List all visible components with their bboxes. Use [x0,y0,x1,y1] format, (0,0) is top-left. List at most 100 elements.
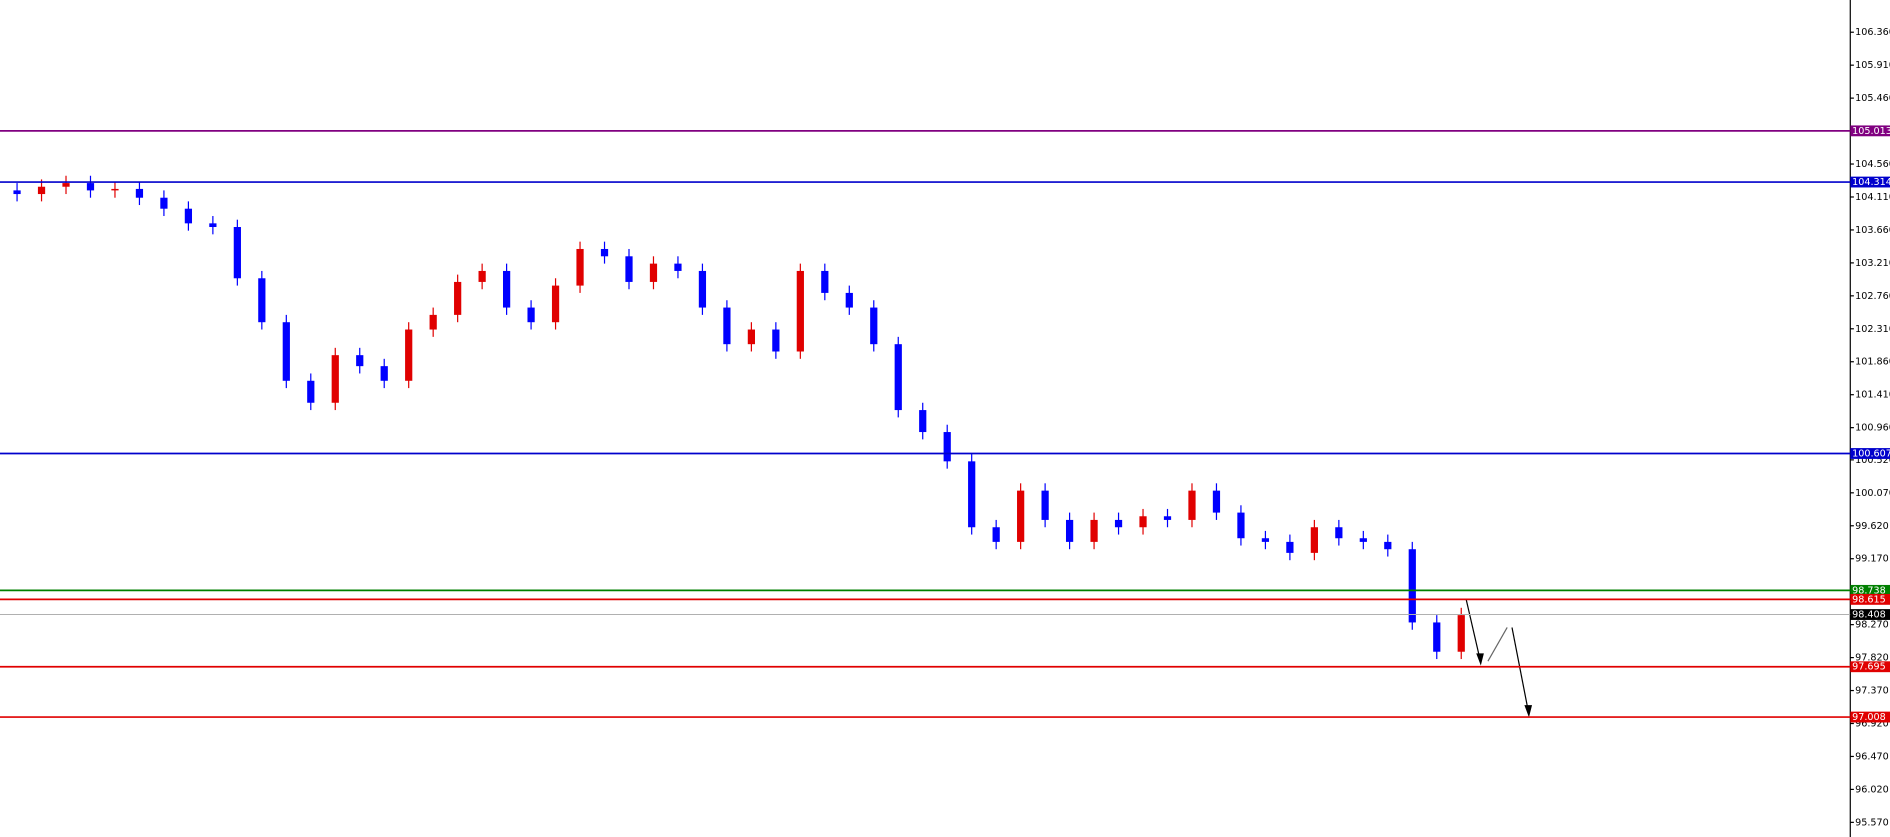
candle-body [1384,541,1392,550]
candle-body [1433,622,1441,652]
candle-body [1065,519,1074,542]
candle-body [1457,615,1465,652]
level-label: 98.615 [1852,594,1886,605]
candle-body [674,263,682,271]
candle-body [1335,527,1343,539]
y-tick-label: 103.210 [1855,258,1890,269]
candle-body [600,248,609,257]
candle-body [37,186,46,195]
level-label-box [1850,593,1890,605]
y-tick-label: 105.910 [1855,60,1890,71]
candle-body [1041,490,1049,520]
level-label-box [1850,584,1890,596]
candle-body [1359,538,1367,542]
y-tick-label: 97.370 [1855,686,1889,697]
y-tick-label: 96.920 [1855,718,1889,729]
candle-body [919,410,927,433]
candle-body [527,307,535,323]
candle-body [894,344,902,411]
y-tick-label: 102.310 [1855,324,1890,335]
y-tick-label: 96.020 [1855,784,1889,795]
arrow [1511,627,1530,715]
candle-body [698,270,707,308]
candle-body [258,278,266,323]
candle-body [13,190,21,195]
level-label: 104.314 [1852,177,1890,188]
candle-body [1261,538,1270,542]
arrow-head [1524,705,1533,718]
y-tick-label: 96.470 [1855,751,1889,762]
y-tick-label: 106.360 [1855,27,1890,38]
arrow [1487,627,1508,662]
candle-body [429,314,437,330]
candle-body [1286,541,1294,553]
candle-body [184,208,193,224]
arrow [1465,599,1482,663]
level-label-box [1850,661,1890,673]
candle-body [478,270,486,282]
y-tick-label: 104.560 [1855,159,1890,170]
level-label: 98.408 [1852,610,1886,621]
candle-body [1017,490,1025,542]
candle-body [1163,516,1172,520]
level-label: 97.008 [1852,712,1886,723]
candle-body [821,270,829,293]
level-label: 100.607 [1852,449,1890,460]
candle-body [845,292,853,308]
level-label-box [1850,609,1890,620]
candle-body [649,263,658,282]
y-tick-label: 104.110 [1855,192,1890,203]
candle-body [1237,512,1245,539]
candle-body [968,461,976,528]
candle-body [1212,490,1221,513]
y-tick-label: 102.760 [1855,291,1890,302]
candle-body [405,329,413,381]
candle-body [307,380,315,403]
level-label-box [1850,125,1890,137]
candle-body [870,307,878,345]
level-label-box [1850,448,1890,459]
candle-body [992,527,1000,542]
candle-body [282,322,290,381]
candle-body [62,183,70,187]
candle-body [380,366,388,381]
candle-body [796,270,804,352]
y-tick-label: 101.410 [1855,390,1890,401]
candle-body [1114,519,1123,528]
y-tick-label: 101.860 [1855,357,1890,368]
y-tick-label: 97.820 [1855,653,1889,664]
y-tick-label: 99.620 [1855,521,1889,532]
candle-body [86,183,95,191]
candle-body [625,256,633,282]
candle-body [135,188,144,198]
candle-body [1188,490,1196,520]
candle-body [1139,516,1147,528]
level-label: 97.695 [1852,662,1886,673]
candle-body [356,355,364,367]
candle-body [502,270,511,308]
y-tick-label: 98.270 [1855,620,1889,631]
candle-body [209,223,217,228]
y-tick-label: 100.520 [1855,455,1890,466]
candle-body [943,432,951,462]
y-tick-label: 99.170 [1855,554,1889,565]
candle-body [1310,527,1318,553]
candle-body [160,197,168,209]
y-tick-label: 103.660 [1855,225,1890,236]
candle-body [454,281,462,315]
level-label-box [1850,176,1890,188]
candle-body [1090,519,1098,542]
forecast-arrows [1465,599,1533,718]
level-label: 98.738 [1852,585,1886,596]
level-label-box [1850,711,1890,723]
candle-body [331,355,339,403]
candle-body [576,248,584,286]
y-tick-label: 95.570 [1855,817,1889,828]
arrow-head [1476,653,1484,666]
candle-body [1408,549,1416,623]
candle-body [551,285,560,323]
candle-body [233,227,241,279]
